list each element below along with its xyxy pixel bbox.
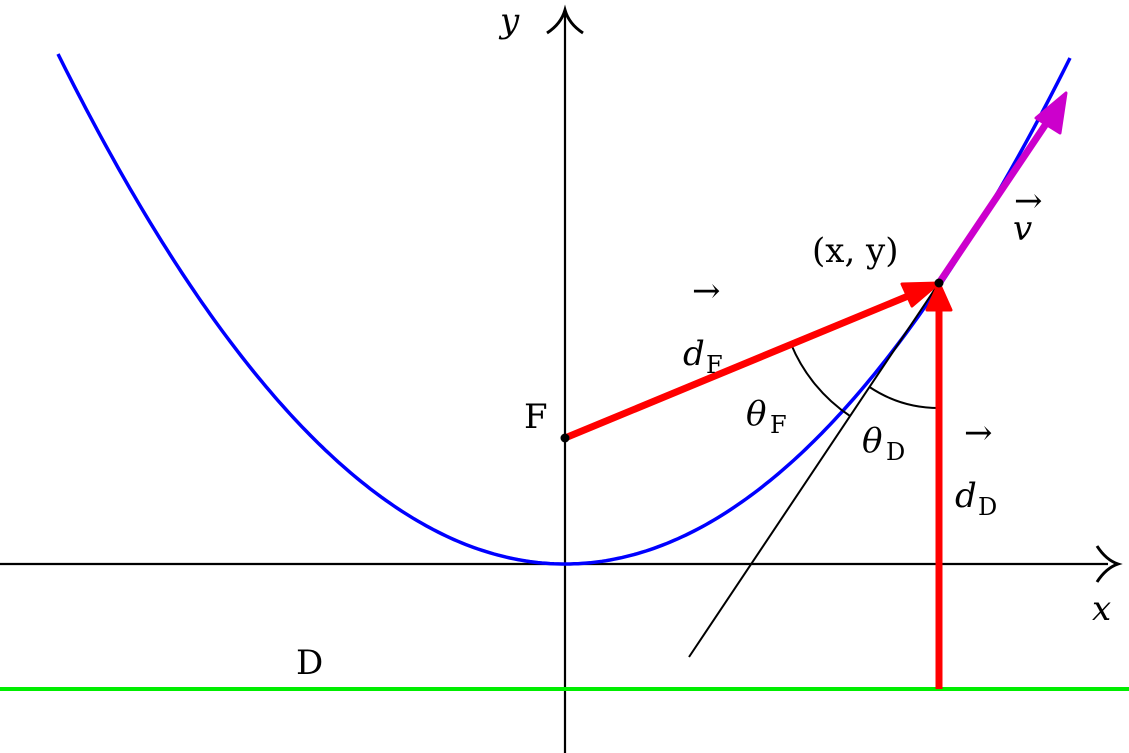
y-axis-label: y bbox=[498, 1, 520, 41]
theta-d-arc bbox=[868, 386, 940, 410]
x-axis-arrowhead bbox=[1095, 545, 1123, 583]
theta-f-label: θ F bbox=[746, 394, 787, 439]
velocity-label: v bbox=[1013, 209, 1032, 249]
svg-text:F: F bbox=[770, 411, 787, 439]
theta-f-arc bbox=[790, 343, 851, 417]
svg-text:→: → bbox=[964, 413, 993, 453]
theta-d-label: θ D bbox=[862, 421, 905, 466]
tangent-line bbox=[688, 282, 940, 658]
d-focus-vector bbox=[563, 285, 927, 442]
svg-text:D: D bbox=[978, 493, 997, 521]
point-label: (x, y) bbox=[812, 231, 899, 271]
svg-text:F: F bbox=[706, 351, 723, 379]
svg-text:d: d bbox=[955, 476, 977, 516]
focus-label: F bbox=[524, 397, 548, 437]
svg-text:θ: θ bbox=[862, 421, 882, 461]
x-axis-label: x bbox=[1092, 589, 1111, 629]
focus-point bbox=[560, 433, 570, 443]
d-directrix-arrowhead bbox=[925, 281, 953, 312]
velocity-arrowhead bbox=[1034, 91, 1068, 135]
velocity-vector bbox=[936, 104, 1061, 285]
d-directrix-label: d → D bbox=[955, 413, 997, 521]
svg-text:→: → bbox=[692, 271, 721, 311]
svg-text:d: d bbox=[683, 334, 705, 374]
svg-text:D: D bbox=[886, 438, 905, 466]
svg-text:θ: θ bbox=[746, 394, 766, 434]
y-axis-arrowhead bbox=[546, 4, 584, 35]
directrix-label: D bbox=[296, 643, 323, 683]
curve-point bbox=[934, 278, 944, 288]
velocity-label-arrow: → bbox=[1014, 181, 1043, 221]
d-focus-label: d → F bbox=[683, 271, 723, 379]
d-focus-arrowhead bbox=[900, 281, 941, 308]
